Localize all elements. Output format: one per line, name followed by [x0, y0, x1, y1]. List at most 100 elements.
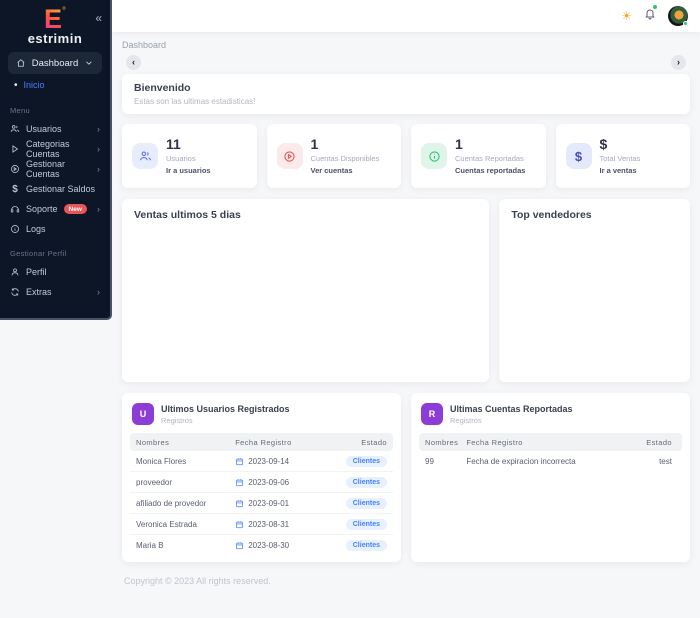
footer-copyright: Copyright © 2023 All rights reserved.: [124, 576, 271, 586]
stat-value: 1: [455, 135, 463, 152]
table-title: Ultimas Cuentas Reportadas: [450, 403, 573, 414]
calendar-icon: [236, 520, 244, 528]
cell-name: proveedor: [136, 477, 173, 487]
stat-card-total-ventas: $ $ Total Ventas Ir a ventas: [555, 124, 690, 188]
stat-link-usuarios[interactable]: Ir a usuarios: [166, 166, 211, 176]
sidebar-item-gestionar-saldos[interactable]: $ Gestionar Saldos: [0, 179, 110, 199]
stat-card-cuentas-reportadas: 1 Cuentas Reportadas Cuentas reportadas: [411, 124, 546, 188]
stat-label: Cuentas Disponibles: [310, 154, 380, 164]
users-icon: [10, 125, 20, 132]
stat-link-cuentas-reportadas[interactable]: Cuentas reportadas: [455, 166, 526, 176]
online-status-dot: [683, 21, 688, 26]
sidebar-section-menu: Menu: [10, 106, 30, 115]
stat-label: Cuentas Reportadas: [455, 154, 524, 164]
chevron-right-icon: ›: [97, 123, 100, 134]
dollar-icon: $: [565, 143, 592, 169]
estrimin-logo[interactable]: E° estrimin: [0, 0, 110, 47]
col-fecha-registro: Fecha Registro: [466, 437, 523, 447]
col-nombres: Nombres: [136, 437, 170, 447]
users-icon: [132, 143, 158, 169]
bullet-icon: •: [14, 79, 18, 91]
table-row[interactable]: Maria B 2023-08-30 Clientes: [130, 535, 393, 556]
status-badge[interactable]: Clientes: [345, 540, 387, 551]
carousel-controls: ‹ ›: [126, 54, 686, 70]
refresh-icon: [11, 288, 19, 296]
info-circle-icon: [421, 143, 447, 169]
table-card-ultimos-usuarios: U Ultimos Usuarios Registrados Registros…: [122, 393, 401, 562]
chart-title: Ventas ultimos 5 dias: [134, 209, 241, 221]
sidebar-item-label: Logs: [26, 224, 46, 234]
cell-name: Maria B: [136, 541, 164, 550]
chevron-right-icon: ›: [97, 143, 100, 154]
status-badge[interactable]: Clientes: [345, 476, 387, 488]
sidebar-item-usuarios[interactable]: Usuarios ›: [0, 119, 110, 139]
cell-date: Fecha de expiracion incorrecta: [466, 457, 576, 466]
col-fecha-registro: Fecha Registro: [235, 437, 292, 447]
sidebar: « E° estrimin Dashboard • Inicio Menu Us…: [0, 0, 112, 320]
chevron-right-icon: ›: [97, 286, 100, 297]
sidebar-item-perfil[interactable]: Perfil: [0, 262, 110, 282]
cell-date: 2023-08-30: [248, 541, 290, 550]
carousel-next-button[interactable]: ›: [671, 54, 686, 70]
info-circle-icon: [11, 225, 19, 233]
welcome-card: Bienvenido Estas son las ultimas estadis…: [122, 74, 690, 114]
sidebar-item-dashboard[interactable]: Dashboard: [8, 52, 102, 74]
cell-name: Veronica Estrada: [136, 519, 197, 529]
play-outline-icon: [12, 145, 19, 153]
cell-date: 2023-09-01: [248, 498, 290, 508]
stat-link-ir-a-ventas[interactable]: Ir a ventas: [599, 166, 637, 176]
sidebar-item-inicio[interactable]: • Inicio: [0, 74, 110, 96]
table-title: Ultimos Usuarios Registrados: [161, 403, 290, 414]
sidebar-item-gestionar-cuentas[interactable]: Gestionar Cuentas ›: [0, 159, 110, 179]
chart-card-top-vendedores: Top vendedores: [499, 199, 690, 382]
carousel-prev-button[interactable]: ‹: [126, 54, 141, 70]
table-row[interactable]: Monica Flores 2023-09-14 Clientes: [130, 451, 393, 472]
cell-name: Monica Flores: [136, 456, 187, 466]
sidebar-item-label: Gestionar Cuentas: [26, 159, 66, 179]
calendar-icon: [236, 499, 244, 507]
sidebar-item-label: Perfil: [26, 267, 47, 277]
chart-title: Top vendedores: [511, 209, 592, 221]
welcome-subtitle: Estas son las ultimas estadisticas!: [134, 97, 256, 106]
calendar-icon: [236, 478, 244, 486]
stat-value: 1: [310, 135, 319, 152]
chevron-right-icon: ›: [97, 163, 100, 174]
col-estado: Estado: [646, 437, 672, 447]
table-row[interactable]: afiliado de provedor 2023-09-01 Clientes: [130, 493, 393, 514]
notification-dot: [653, 5, 657, 9]
sidebar-item-soporte[interactable]: Soporte New ›: [0, 199, 110, 219]
sidebar-item-categorias-cuentas[interactable]: Categorias Cuentas ›: [0, 139, 110, 159]
stat-value: $: [599, 135, 608, 152]
user-avatar[interactable]: [668, 6, 688, 26]
table-header: U Ultimos Usuarios Registrados Registros: [122, 401, 401, 433]
status-badge[interactable]: Clientes: [345, 455, 387, 467]
sidebar-collapse-icon[interactable]: «: [95, 11, 102, 25]
stat-value: 11: [166, 135, 181, 152]
sidebar-item-label: Soporte: [26, 204, 58, 214]
table-row[interactable]: Veronica Estrada 2023-08-31 Clientes: [130, 514, 393, 535]
table-row[interactable]: proveedor 2023-09-06 Clientes: [130, 472, 393, 493]
table-subtitle: Registros: [450, 415, 482, 425]
play-circle-icon: [11, 165, 19, 173]
stats-row: 11 Usuarios Ir a usuarios 1 Cuentas Disp…: [122, 124, 690, 188]
status-badge[interactable]: Clientes: [345, 518, 387, 530]
table-card-ultimas-cuentas: R Ultimas Cuentas Reportadas Registros N…: [411, 393, 690, 562]
charts-row: Ventas ultimos 5 dias Top vendedores: [122, 199, 690, 382]
sidebar-item-logs[interactable]: Logs: [0, 219, 110, 239]
welcome-title: Bienvenido: [134, 82, 191, 94]
cell-date: 2023-08-31: [248, 519, 290, 529]
sidebar-section-gestionar-perfil: Gestionar Perfil: [10, 249, 67, 258]
stat-label: Total Ventas: [599, 154, 641, 164]
user-icon: [11, 268, 19, 276]
cell-name: 99: [425, 457, 434, 466]
table-row[interactable]: 99 Fecha de expiracion incorrecta test: [419, 451, 682, 472]
chevron-right-icon: ›: [97, 203, 100, 214]
notifications-bell-icon[interactable]: [644, 5, 657, 25]
table-header: R Ultimas Cuentas Reportadas Registros: [411, 401, 690, 433]
sidebar-item-extras[interactable]: Extras ›: [0, 282, 110, 302]
theme-sun-icon[interactable]: ☀: [621, 9, 632, 23]
cell-name: afiliado de provedor: [136, 498, 207, 508]
status-badge[interactable]: Clientes: [345, 497, 387, 509]
stat-link-ver-cuentas[interactable]: Ver cuentas: [310, 166, 353, 176]
sidebar-nav: Dashboard • Inicio Menu Usuarios › Categ…: [0, 52, 110, 302]
